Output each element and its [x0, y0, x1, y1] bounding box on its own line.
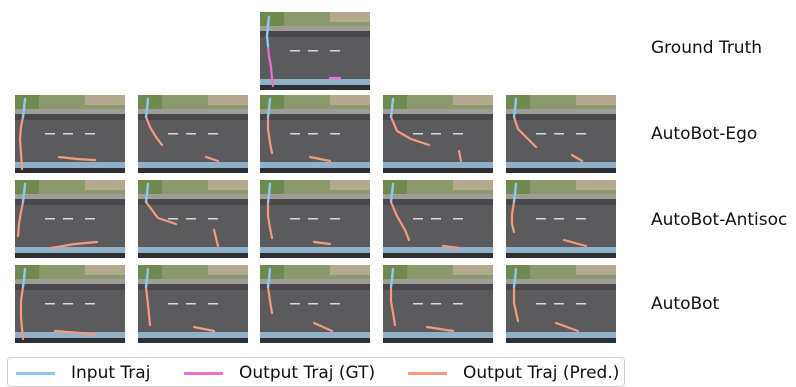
aerial-scene-image: [506, 265, 616, 343]
tile-ego-1: [15, 95, 125, 173]
legend-item-input: Input Traj: [16, 362, 150, 384]
tile-antisoc-1: [15, 180, 125, 258]
tile-antisoc-4: [383, 180, 493, 258]
tile-autobot-3: [260, 265, 370, 343]
legend-item-gt: Output Traj (GT): [184, 362, 375, 384]
aerial-scene-image: [260, 180, 370, 258]
legend-swatch-input: [16, 371, 55, 375]
aerial-scene-image: [260, 265, 370, 343]
aerial-scene-image: [138, 180, 248, 258]
aerial-scene-image: [260, 12, 370, 90]
tile-autobot-2: [138, 265, 248, 343]
tile-ego-5: [506, 95, 616, 173]
aerial-scene-image: [383, 180, 493, 258]
legend-label-pred: Output Traj (Pred.): [463, 363, 620, 383]
aerial-scene-image: [15, 265, 125, 343]
row-label-autobot-ego: AutoBot-Ego: [651, 124, 758, 144]
aerial-scene-image: [383, 265, 493, 343]
aerial-scene-image: [506, 180, 616, 258]
tile-autobot-4: [383, 265, 493, 343]
tile-antisoc-3: [260, 180, 370, 258]
aerial-scene-image: [138, 265, 248, 343]
legend-swatch-pred: [408, 371, 447, 375]
aerial-scene-image: [15, 180, 125, 258]
tile-antisoc-5: [506, 180, 616, 258]
tile-autobot-1: [15, 265, 125, 343]
legend-swatch-gt: [184, 371, 223, 375]
tile-autobot-5: [506, 265, 616, 343]
tile-ego-2: [138, 95, 248, 173]
tile-ego-3: [260, 95, 370, 173]
legend-label-gt: Output Traj (GT): [239, 363, 376, 383]
aerial-scene-image: [506, 95, 616, 173]
tile-ground-truth: [260, 12, 370, 90]
tile-antisoc-2: [138, 180, 248, 258]
legend-item-pred: Output Traj (Pred.): [408, 362, 619, 384]
aerial-scene-image: [15, 95, 125, 173]
row-label-ground-truth: Ground Truth: [651, 38, 763, 58]
aerial-scene-image: [383, 95, 493, 173]
legend-label-input: Input Traj: [71, 363, 151, 383]
row-label-autobot: AutoBot: [651, 294, 720, 314]
aerial-scene-image: [260, 95, 370, 173]
legend: Input Traj Output Traj (GT) Output Traj …: [7, 357, 625, 387]
tile-ego-4: [383, 95, 493, 173]
row-label-autobot-antisoc: AutoBot-Antisoc: [651, 210, 788, 230]
aerial-scene-image: [138, 95, 248, 173]
